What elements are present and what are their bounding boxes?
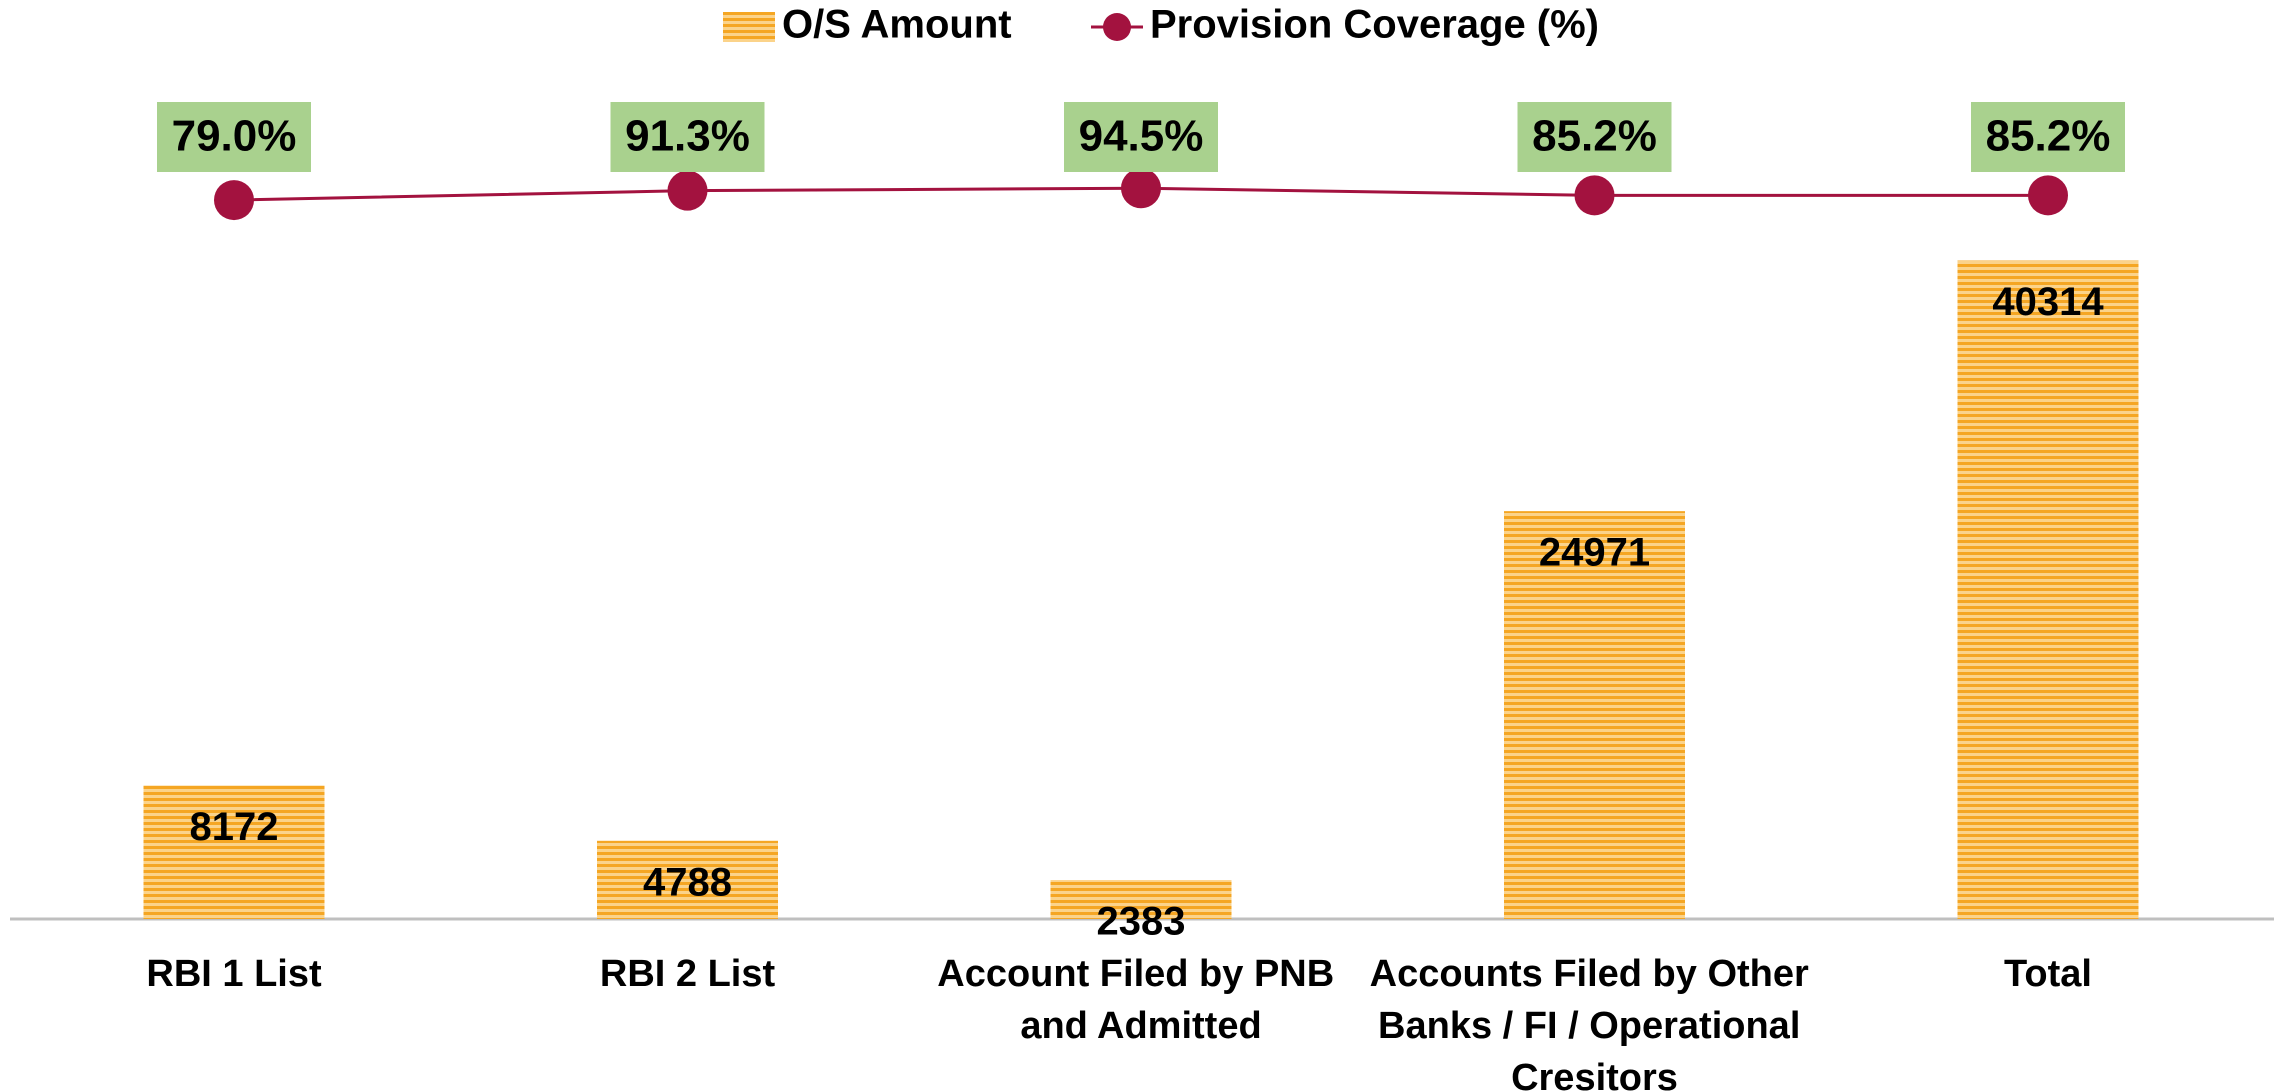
bar: [1958, 261, 2139, 919]
line-value-label: 91.3%: [625, 112, 750, 161]
line-value-label: 85.2%: [1532, 112, 1657, 161]
bar-value-label: 4788: [643, 860, 732, 904]
line-value-label: 79.0%: [172, 112, 297, 161]
line-marker: [1575, 175, 1615, 215]
label-line: Account Filed by PNB: [937, 953, 1344, 995]
x-tick-label: RBI 2 List: [600, 953, 776, 995]
legend-marker: [1103, 13, 1131, 41]
label-line: Cresitors: [1511, 1057, 1678, 1092]
line-value-label: 85.2%: [1986, 112, 2111, 161]
bar-value-label: 8172: [190, 805, 279, 849]
bar-value-label: 40314: [1992, 280, 2104, 324]
legend-swatch: [723, 12, 775, 42]
line-value-label: 94.5%: [1079, 112, 1204, 161]
x-tick-label: Accounts Filed by Other Banks / FI / Ope…: [1370, 953, 1820, 1092]
label-line: Accounts Filed by Other: [1370, 953, 1820, 995]
label-line: Banks / FI / Operational: [1378, 1005, 1811, 1047]
line-marker: [214, 180, 254, 220]
legend-label: O/S Amount: [782, 3, 1012, 47]
label-line: and Admitted: [1020, 1005, 1261, 1047]
x-tick-label: Account Filed by PNB and Admitted: [937, 953, 1344, 1047]
line-marker: [668, 171, 708, 211]
bar-value-label: 2383: [1097, 900, 1186, 944]
x-tick-label: Total: [2004, 953, 2092, 995]
label-line: RBI 1 List: [146, 953, 322, 995]
line-marker: [1121, 168, 1161, 208]
line-marker: [2028, 175, 2068, 215]
chart: O/S Amount Provision Coverage (%) 8172 4788…: [0, 0, 2282, 1092]
x-tick-label: RBI 1 List: [146, 953, 322, 995]
label-line: Total: [2004, 953, 2092, 995]
label-line: RBI 2 List: [600, 953, 776, 995]
legend-label: Provision Coverage (%): [1150, 3, 1599, 47]
bar-value-label: 24971: [1539, 531, 1650, 575]
